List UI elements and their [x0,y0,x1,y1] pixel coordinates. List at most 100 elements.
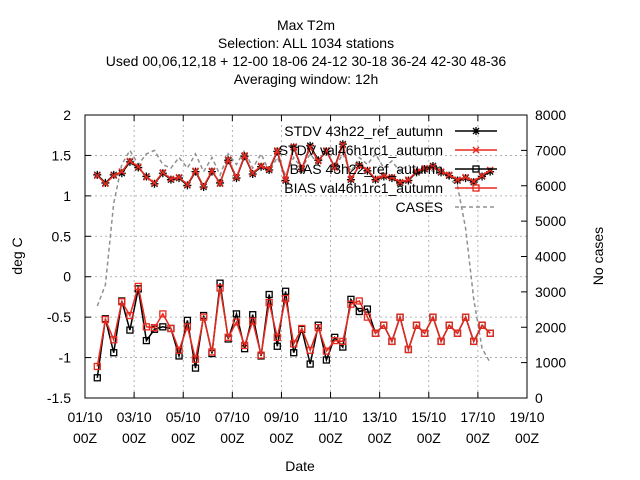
data-point [159,323,167,331]
data-point [117,169,126,178]
y2-tick-label: 1000 [535,355,566,371]
legend-label: STDV 43h22_ref_autumn [284,123,443,139]
data-point [388,337,396,346]
data-point [126,311,134,320]
series-line [96,286,491,367]
data-point [118,298,126,306]
data-point [470,177,478,185]
data-point [93,362,101,371]
chart-title: Max T2m Selection: ALL 1034 stations Used … [106,17,507,87]
x-tick-label-hour: 00Z [466,430,491,446]
legend-label: STDV val46h1rc1_autumn [279,142,443,158]
data-point [429,313,437,321]
data-point [347,300,355,308]
data-point [224,333,232,342]
data-point [437,337,445,346]
data-point [175,173,183,181]
data-point [355,162,363,170]
data-point [216,180,224,188]
data-point [421,164,429,172]
y2-tick-label: 7000 [535,142,566,158]
data-point [265,165,273,173]
legend-marker [472,127,480,135]
x-tick-label-hour: 00Z [417,430,442,446]
data-point [281,287,290,295]
data-point [126,157,134,165]
data-point [142,336,151,345]
y-tick-label: 0.5 [52,228,72,244]
data-point [273,333,281,342]
data-point [249,169,257,177]
data-point [199,313,208,321]
legend: STDV 43h22_ref_autumn STDV val46h1rc1_aut… [279,123,497,215]
data-point [322,147,330,155]
y-tick-label: 1 [63,188,71,204]
series-3 [93,282,494,371]
data-point [167,175,175,183]
legend-item: CASES [396,199,497,215]
y2-tick-label: 5000 [535,213,566,229]
title-line-3: Averaging window: 12h [234,71,379,87]
x-tick-label-date: 01/10 [67,409,102,425]
x-tick-label-hour: 00Z [269,430,294,446]
series-4 [96,148,491,363]
data-point [363,313,372,321]
data-point [134,163,142,171]
legend-item: STDV val46h1rc1_autumn [279,142,497,158]
x-tick-label-date: 09/10 [264,409,299,425]
data-point [306,143,314,151]
data-point [412,321,421,329]
data-point [371,175,380,183]
data-point [191,167,200,175]
x-tick-label-hour: 00Z [171,430,196,446]
data-point [281,294,290,303]
y2-tick-label: 0 [535,390,543,406]
x-tick-label-date: 15/10 [411,409,446,425]
data-point [371,329,380,337]
data-point [380,321,388,329]
data-point [150,179,159,187]
data-point [118,168,126,176]
legend-label: BIAS 43h22_ref_autumn [290,161,443,177]
title-line-2: Used 00,06,12,18 + 12-00 18-06 24-12 30-… [106,53,507,69]
y2-axis-ticks: 0 1000 2000 3000 4000 5000 6000 7000 8000 [521,107,566,406]
x-tick-label-hour: 00Z [122,430,147,446]
x-axis-label: Date [285,458,315,474]
x-tick-label-hour: 00Z [318,430,343,446]
x-tick-label-date: 03/10 [117,409,152,425]
y-axis-ticks: -1.5 -1 -0.5 0 0.5 1 1.5 2 [47,107,91,406]
x-tick-label-date: 07/10 [215,409,250,425]
data-point [290,340,298,348]
data-point [412,168,421,176]
data-point [265,298,273,307]
data-point [445,321,453,329]
data-point [420,329,429,337]
data-point [150,324,159,332]
legend-item: BIAS val46h1rc1_autumn [284,180,497,196]
x-axis-ticks: 01/10 00Z 03/10 00Z 05/10 00Z 07/10 00Z 09/10 00Z… [67,115,545,446]
data-point [232,318,241,326]
data-point [183,181,191,189]
data-point [486,329,494,337]
y-tick-label: -1.5 [47,390,71,406]
data-point [257,162,265,170]
data-point [110,349,118,357]
data-point [241,151,249,159]
data-point [331,336,339,345]
data-point [453,329,462,337]
data-point [363,166,371,174]
data-point [461,313,470,321]
data-point [445,171,453,179]
y2-tick-label: 2000 [535,319,566,335]
x-tick-label-date: 17/10 [460,409,495,425]
data-point [331,164,339,172]
data-point [232,310,241,318]
y2-axis-label: No cases [590,227,606,285]
y-tick-label: 1.5 [52,147,72,163]
data-point [167,324,175,333]
data-point [380,172,388,180]
data-point [126,326,134,334]
series-layer [93,140,495,382]
data-point [240,341,249,350]
